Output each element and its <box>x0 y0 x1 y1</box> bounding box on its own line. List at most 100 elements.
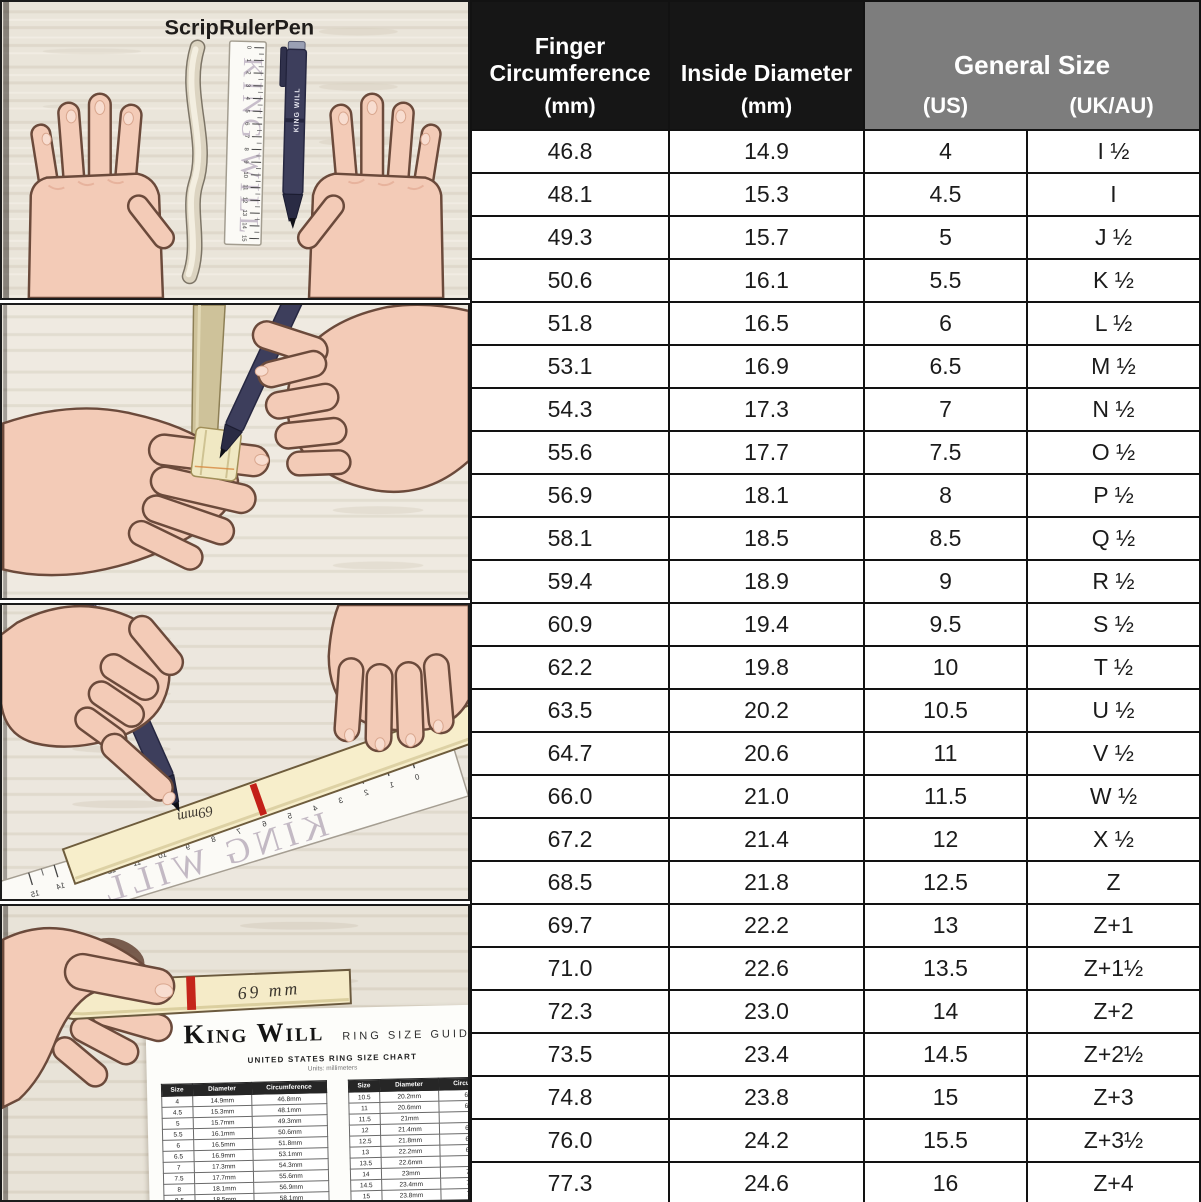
svg-text:8: 8 <box>243 147 249 151</box>
panel-edge-shadow <box>3 605 8 899</box>
us-size-cell: 14.5 <box>863 1032 1028 1077</box>
circumference-cell: 62.2 <box>470 645 670 690</box>
svg-text:11: 11 <box>242 184 248 190</box>
mini-cell: 11.5 <box>349 1113 381 1126</box>
diameter-cell: 21.4 <box>668 817 865 862</box>
uk-size-cell: M ½ <box>1026 344 1201 389</box>
mini-cell: 67.2mm <box>439 1121 468 1135</box>
table-header-row: Finger Circumference (mm) Inside Diamete… <box>470 0 1201 131</box>
panel-step1-tools: Scrip Ruler Pen KING WILL 0 1 2 3 4 5 6 7 8 9 10 11… <box>0 0 470 300</box>
circumference-cell: 55.6 <box>470 430 670 475</box>
mini-cell: 13.5 <box>350 1157 382 1170</box>
uk-size-cell: W ½ <box>1026 774 1201 819</box>
mini-cell: 11 <box>348 1102 381 1115</box>
mini-size-table-left: Size Diameter Circumference 4 14.9mm 46.8mm 4.… <box>160 1080 330 1200</box>
uk-size-cell: K ½ <box>1026 258 1201 303</box>
header-uk-au: (UK/AU) <box>1069 93 1154 118</box>
circumference-cell: 64.7 <box>470 731 670 776</box>
circumference-cell: 53.1 <box>470 344 670 389</box>
us-size-cell: 14 <box>863 989 1028 1034</box>
mini-cell: 14.5 <box>350 1179 382 1192</box>
svg-text:6: 6 <box>243 122 249 126</box>
uk-size-cell: S ½ <box>1026 602 1201 647</box>
diameter-cell: 22.6 <box>668 946 865 991</box>
uk-size-cell: V ½ <box>1026 731 1201 776</box>
table-row: 56.9 18.1 8 P ½ <box>470 473 1201 518</box>
circumference-cell: 46.8 <box>470 129 670 174</box>
svg-text:12: 12 <box>241 197 247 204</box>
diameter-cell: 20.2 <box>668 688 865 733</box>
table-row: 49.3 15.7 5 J ½ <box>470 215 1201 260</box>
table-row: 53.1 16.9 6.5 M ½ <box>470 344 1201 389</box>
ring-size-table: Finger Circumference (mm) Inside Diamete… <box>470 0 1201 1202</box>
circumference-cell: 56.9 <box>470 473 670 518</box>
svg-text:2: 2 <box>363 788 370 798</box>
mini-cell: 10.5 <box>348 1091 380 1104</box>
us-size-cell: 9 <box>863 559 1028 604</box>
circumference-cell: 58.1 <box>470 516 670 561</box>
label-pen: Pen <box>274 15 314 40</box>
us-size-cell: 12.5 <box>863 860 1028 905</box>
svg-text:3: 3 <box>244 84 250 88</box>
circumference-cell: 74.8 <box>470 1075 670 1120</box>
svg-text:9: 9 <box>185 842 192 852</box>
diameter-cell: 23.4 <box>668 1032 865 1077</box>
mini-cell: 8 <box>163 1183 195 1196</box>
mini-size-table-right: Size Diameter Circumference 10.5 20.2mm 63.5m… <box>347 1075 468 1200</box>
diameter-cell: 18.5 <box>668 516 865 561</box>
step2-illustration <box>2 305 468 598</box>
circumference-cell: 59.4 <box>470 559 670 604</box>
panel-edge-shadow <box>3 906 9 1200</box>
table-row: 54.3 17.3 7 N ½ <box>470 387 1201 432</box>
us-size-cell: 4 <box>863 129 1028 174</box>
us-size-cell: 5 <box>863 215 1028 260</box>
table-row: 77.3 24.6 16 Z+4 <box>470 1161 1201 1202</box>
diameter-cell: 14.9 <box>668 129 865 174</box>
uk-size-cell: Z+3½ <box>1026 1118 1201 1163</box>
uk-size-cell: Q ½ <box>1026 516 1201 561</box>
mini-header: Size <box>161 1083 193 1097</box>
diameter-cell: 15.7 <box>668 215 865 260</box>
uk-size-cell: I <box>1026 172 1201 217</box>
us-size-cell: 12 <box>863 817 1028 862</box>
mini-cell: 64.7mm <box>438 1099 468 1113</box>
svg-text:15: 15 <box>240 235 246 242</box>
diameter-cell: 17.7 <box>668 430 865 475</box>
table-row: 51.8 16.5 6 L ½ <box>470 301 1201 346</box>
uk-size-cell: I ½ <box>1026 129 1201 174</box>
mini-cell: 73.5mm <box>440 1176 468 1190</box>
table-row: 76.0 24.2 15.5 Z+3½ <box>470 1118 1201 1163</box>
svg-text:5: 5 <box>244 109 250 113</box>
circumference-cell: 69.7 <box>470 903 670 948</box>
svg-text:3: 3 <box>337 796 344 806</box>
mini-cell: 13 <box>349 1146 382 1159</box>
mini-cell: 23.8mm <box>381 1189 442 1200</box>
panel-edge-shadow <box>3 2 10 298</box>
hand-holding-pen <box>2 605 185 806</box>
header-finger-circumference: Finger Circumference (mm) <box>470 0 670 131</box>
paper-strip-marked: 69mm <box>61 696 468 885</box>
uk-size-cell: Z+3 <box>1026 1075 1201 1120</box>
mini-cell: 18.5mm <box>194 1193 255 1200</box>
diameter-cell: 23.0 <box>668 989 865 1034</box>
diameter-cell: 16.9 <box>668 344 865 389</box>
table-row: 50.6 16.1 5.5 K ½ <box>470 258 1201 303</box>
uk-size-cell: L ½ <box>1026 301 1201 346</box>
mini-cell: 71mm <box>440 1154 468 1168</box>
instruction-panels: Scrip Ruler Pen KING WILL 0 1 2 3 4 5 6 7 8 9 10 11… <box>0 0 470 1202</box>
circumference-cell: 48.1 <box>470 172 670 217</box>
diameter-cell: 22.2 <box>668 903 865 948</box>
uk-size-cell: Z <box>1026 860 1201 905</box>
us-size-cell: 6 <box>863 301 1028 346</box>
table-row: 62.2 19.8 10 T ½ <box>470 645 1201 690</box>
us-size-cell: 5.5 <box>863 258 1028 303</box>
mini-cell: 12 <box>349 1124 381 1137</box>
table-row: 59.4 18.9 9 R ½ <box>470 559 1201 604</box>
circumference-cell: 60.9 <box>470 602 670 647</box>
us-size-cell: 15 <box>863 1075 1028 1120</box>
hand-with-finger <box>2 407 271 577</box>
svg-text:14: 14 <box>55 881 67 892</box>
